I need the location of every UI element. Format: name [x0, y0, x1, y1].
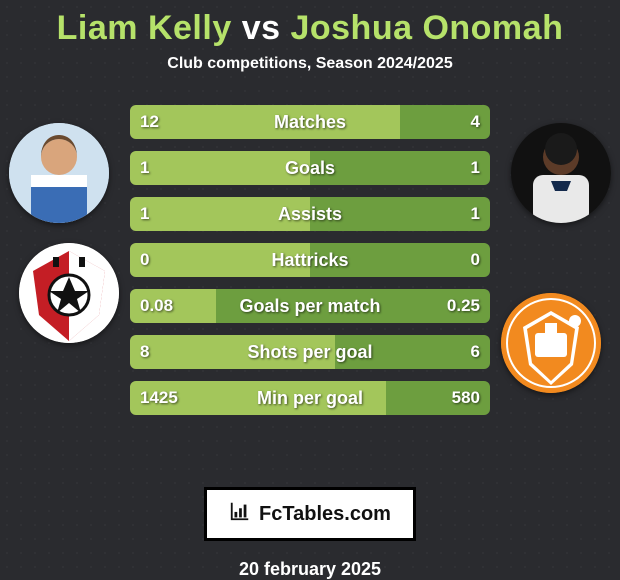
title-vs: vs: [242, 9, 281, 47]
stat-bar: [130, 335, 490, 369]
stat-bar-left: [130, 243, 310, 277]
stat-bar: [130, 197, 490, 231]
stat-value-left: 8: [140, 335, 149, 369]
stat-value-right: 1: [471, 197, 480, 231]
stat-value-left: 0.08: [140, 289, 173, 323]
stat-value-left: 1425: [140, 381, 178, 415]
player2-avatar: [511, 123, 611, 223]
stat-value-right: 0.25: [447, 289, 480, 323]
stat-bar: [130, 289, 490, 323]
stat-row: 0.08Goals per match0.25: [130, 289, 490, 323]
stat-bar: [130, 381, 490, 415]
stat-bar-left: [130, 335, 335, 369]
stat-value-right: 1: [471, 151, 480, 185]
stat-row: 1Goals1: [130, 151, 490, 185]
stat-row: 0Hattricks0: [130, 243, 490, 277]
comparison-card: Liam Kelly vs Joshua Onomah Club competi…: [0, 0, 620, 580]
stat-bar-right: [335, 335, 490, 369]
stat-value-right: 6: [471, 335, 480, 369]
player1-club-badge: [19, 243, 119, 343]
subtitle: Club competitions, Season 2024/2025: [0, 55, 620, 73]
stat-value-left: 12: [140, 105, 159, 139]
stat-bar-right: [310, 243, 490, 277]
date-text: 20 february 2025: [0, 559, 620, 580]
stat-value-right: 580: [452, 381, 480, 415]
stat-value-right: 4: [471, 105, 480, 139]
stat-bar-left: [130, 197, 310, 231]
source-badge: FcTables.com: [204, 487, 416, 541]
stat-bar: [130, 243, 490, 277]
stat-value-right: 0: [471, 243, 480, 277]
stat-bar-right: [310, 197, 490, 231]
page-title: Liam Kelly vs Joshua Onomah: [0, 10, 620, 47]
stat-row: 1425Min per goal580: [130, 381, 490, 415]
content-area: 12Matches4 1Goals1 1Assists1 0Hattricks0 0.0…: [0, 103, 620, 473]
stat-bar: [130, 105, 490, 139]
stats-bars: 12Matches4 1Goals1 1Assists1 0Hattricks0 0.0…: [130, 105, 490, 427]
source-badge-text: FcTables.com: [259, 503, 391, 526]
player1-name: Liam Kelly: [57, 9, 232, 47]
stat-row: 12Matches4: [130, 105, 490, 139]
player2-club-badge: [501, 293, 601, 393]
player1-avatar: [9, 123, 109, 223]
stat-value-left: 0: [140, 243, 149, 277]
stat-row: 8Shots per goal6: [130, 335, 490, 369]
player2-name: Joshua Onomah: [290, 9, 563, 47]
stat-value-left: 1: [140, 151, 149, 185]
stat-bar-left: [130, 105, 400, 139]
stat-bar-left: [130, 151, 310, 185]
stat-bar: [130, 151, 490, 185]
stat-row: 1Assists1: [130, 197, 490, 231]
chart-icon: [229, 500, 251, 528]
stat-value-left: 1: [140, 197, 149, 231]
stat-bar-right: [310, 151, 490, 185]
